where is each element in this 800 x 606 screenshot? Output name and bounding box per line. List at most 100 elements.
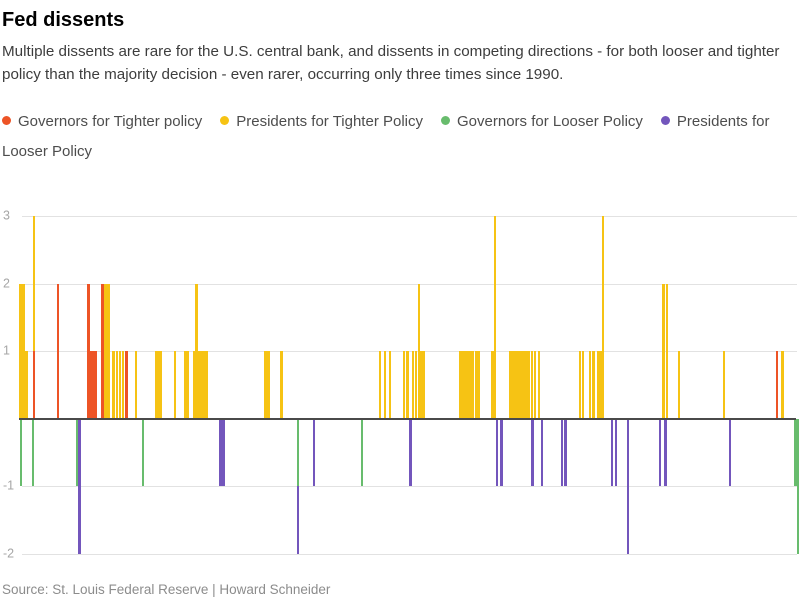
bar-pres_tight [471,351,475,419]
bar-pres_tight [112,351,115,419]
bar-pres_tight [466,351,470,419]
bar-pres_tight [203,351,206,419]
bar-pres_tight [173,351,177,419]
bar-pres_tight [578,351,582,419]
bar-gov_tight [94,351,98,419]
bar-pres_loose [728,418,732,486]
bar-pres_loose [531,418,534,486]
bar-pres_tight [537,351,541,419]
bar-pres_tight [159,351,163,419]
bar-pres_tight [25,351,28,419]
bar-pres_tight [383,351,387,419]
bar-pres_tight [581,351,585,419]
bar-pres_tight [596,351,600,419]
bar-pres_tight [134,351,138,419]
legend-item-pres_tight: Presidents for Tighter Policy [220,113,423,130]
bar-pres_tight [22,283,25,419]
gridline [22,486,797,487]
bar-pres_tight [417,283,421,419]
bar-pres_loose [610,418,614,486]
legend-dot-icon [220,116,230,126]
bar-pres_tight [665,283,669,419]
bar-pres_tight [522,351,526,419]
bar-pres_tight [104,283,107,419]
bar-pres_tight [491,351,494,419]
bar-pres_tight [533,351,537,419]
bar-gov_tight [101,283,104,419]
bar-gov_tight [125,351,128,419]
bar-pres_tight [267,351,270,419]
bar-pres_tight [388,351,392,419]
bar-pres_tight [420,351,423,419]
zero-axis-line [19,417,796,420]
bar-pres_tight [402,351,406,419]
bar-pres_tight [509,351,512,419]
bar-pres_tight [107,283,110,419]
y-axis-tick-label: 2 [3,275,10,290]
bar-pres_tight [422,351,426,419]
bar-gov_tight [90,351,93,419]
legend-dot-icon [660,116,670,126]
legend-label: Presidents for Looser Policy [2,112,770,160]
bar-pres_tight [195,283,198,419]
bar-pres_tight [461,351,465,419]
bar-pres_tight [592,351,595,419]
y-axis-tick-label: 3 [3,208,10,223]
chart-legend: Governors for Tighter policy Presidents f… [2,107,784,167]
bar-pres_loose [312,418,316,486]
bar-pres_tight [192,351,196,419]
bar-pres_tight [32,216,36,351]
gridline [22,283,797,285]
bar-gov_loose [19,418,23,486]
bar-pres_tight [264,351,267,419]
bar-gov_tight [32,351,36,419]
bar-pres_tight [186,351,190,419]
chart-subtitle: Multiple dissents are rare for the U.S. … [2,43,780,83]
bar-pres_tight [517,351,521,419]
bar-pres_tight [19,283,22,419]
legend-label: Governors for Looser Policy [457,112,643,130]
gridline [22,216,797,217]
bar-pres_tight [205,351,209,419]
legend-label: Governors for Tighter policy [18,112,203,130]
bar-pres_loose [658,418,662,486]
bar-gov_loose [796,418,800,554]
bar-pres_tight [280,351,283,419]
bar-pres_tight [378,351,382,419]
bar-gov_tight [87,283,90,419]
legend-item-gov_tight: Governors for Tighter policy [2,113,202,130]
bar-pres_tight [459,351,462,419]
bar-pres_tight [525,351,528,419]
bar-pres_tight [527,351,531,419]
bar-pres_loose [78,418,81,554]
bar-pres_tight [198,351,201,419]
bar-pres_loose [222,418,225,486]
bar-pres_loose [296,486,300,554]
page-title: Fed dissents [2,9,125,31]
gridline [22,351,797,352]
bar-pres_tight [520,351,523,419]
bar-pres_tight [414,351,418,419]
source-attribution: Source: St. Louis Federal Reserve | Howa… [2,582,331,597]
bar-pres_tight [599,351,602,419]
bar-gov_loose [360,418,364,486]
bar-pres_tight [474,351,478,419]
bar-pres_tight [469,351,472,419]
bar-pres_loose [219,418,222,486]
bar-pres_tight [406,351,409,419]
bar-gov_loose [75,418,79,486]
bar-gov_tight [92,351,95,419]
bar-gov_loose [141,418,145,486]
bar-pres_loose [664,418,667,486]
bar-pres_loose [560,418,564,486]
bar-pres_tight [601,216,605,419]
legend-label: Presidents for Tighter Policy [236,112,423,130]
chart-area: 3 2 1 -1 -2 [0,208,800,566]
y-axis-tick-label: 1 [3,343,10,358]
bar-pres_tight [118,351,122,419]
bar-pres_loose [614,418,618,486]
bar-pres_tight [115,351,119,419]
bar-pres_tight [722,351,726,419]
bar-pres_tight [411,351,415,419]
